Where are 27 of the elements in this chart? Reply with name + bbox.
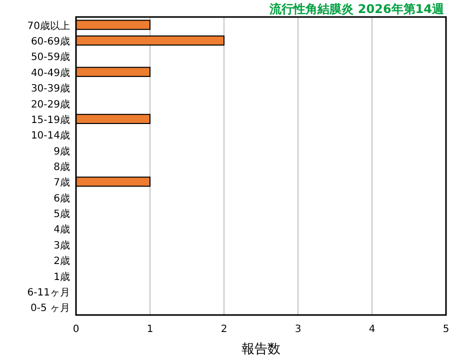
- y-tick-label: 6-11ヶ月: [27, 287, 70, 298]
- y-tick-label: 5歳: [54, 208, 70, 220]
- y-tick-label: 70歳以上: [27, 20, 70, 32]
- y-tick-label: 3歳: [54, 239, 70, 252]
- x-tick-label: 5: [442, 324, 450, 335]
- y-tick-label: 2歳: [54, 255, 70, 268]
- y-tick-label: 0-5 ヶ月: [30, 303, 70, 314]
- y-tick-label: 4歳: [54, 224, 70, 236]
- x-axis-title: 報告数: [242, 342, 280, 357]
- y-tick-label: 40-49歳: [30, 66, 70, 79]
- y-tick-label: 7歳: [54, 176, 70, 189]
- x-tick-label: 1: [146, 324, 154, 335]
- x-tick-label: 2: [220, 324, 228, 335]
- x-tick-label: 0: [72, 324, 80, 335]
- y-tick-label: 60-69歳: [30, 36, 70, 48]
- chart-title: 流行性角結膜炎 2026年第14週: [268, 2, 445, 16]
- x-tick-label: 4: [368, 324, 376, 335]
- y-tick-label: 30-39歳: [30, 82, 70, 95]
- x-tick-label: 3: [294, 324, 302, 335]
- y-tick-label: 15-19歳: [30, 114, 70, 126]
- y-tick-label: 50-59歳: [30, 51, 70, 64]
- y-tick-label: 20-29歳: [30, 98, 70, 110]
- y-tick-label: 6歳: [54, 192, 70, 204]
- y-tick-label: 9歳: [54, 145, 70, 158]
- y-tick-label: 1歳: [54, 270, 70, 283]
- y-tick-label: 10-14歳: [30, 130, 70, 142]
- y-tick-label: 8歳: [54, 161, 70, 173]
